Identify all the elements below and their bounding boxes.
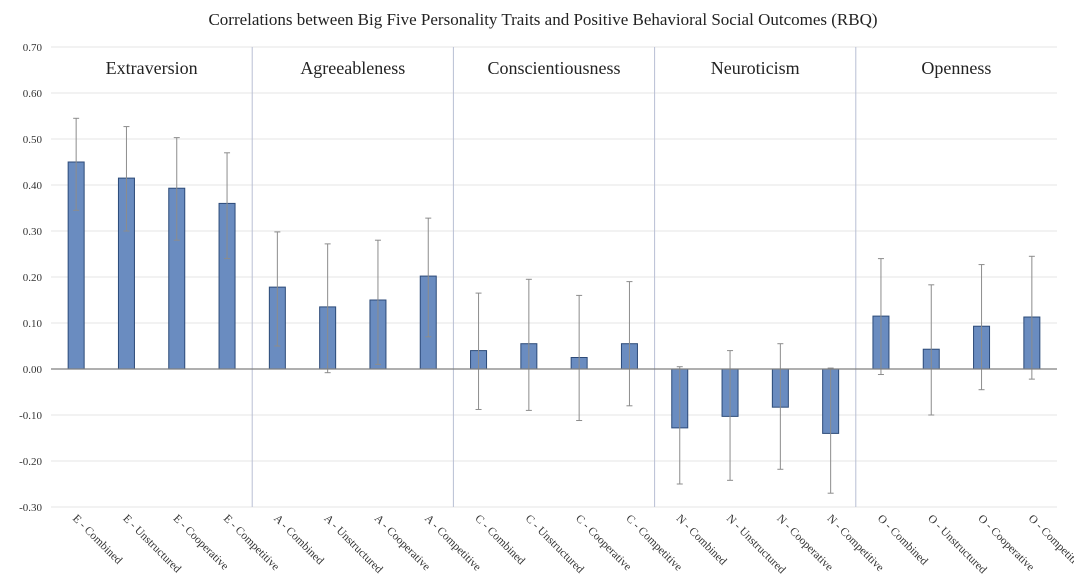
y-tick-label: 0.70 [23, 42, 43, 54]
x-tick-label: N - Combined [674, 513, 729, 568]
y-tick-label: 0.30 [23, 226, 43, 238]
error-bar [928, 284, 935, 416]
y-tick-label: 0.10 [23, 318, 43, 330]
y-tick-label: 0.60 [23, 88, 43, 100]
y-axis-ticks: 0.70 0.60 0.50 0.40 0.30 0.20 0.10 0.00 -0.10 -0.… [19, 42, 42, 514]
y-tick-label: 0.00 [23, 364, 43, 376]
error-bar [727, 350, 734, 481]
y-tick-label: 0.20 [23, 272, 43, 284]
error-bar [73, 117, 80, 211]
error-bar [777, 343, 784, 470]
error-bar [274, 231, 281, 347]
error-bar [626, 281, 633, 407]
x-tick-label: O - Combined [875, 513, 930, 568]
gridlines [51, 46, 1057, 508]
y-tick-label: 0.40 [23, 180, 43, 192]
error-bar [224, 152, 231, 260]
bars [67, 161, 1041, 434]
error-bar [324, 243, 331, 374]
error-bar [123, 126, 130, 232]
error-bar [425, 217, 432, 338]
error-bar [576, 294, 583, 422]
group-label: Agreeableness [300, 58, 405, 78]
y-tick-label: 0.50 [23, 134, 43, 146]
error-bar [1028, 255, 1035, 380]
error-bar [173, 137, 180, 241]
error-bars [73, 117, 1035, 494]
group-label: Conscientiousness [488, 58, 621, 78]
error-bar [475, 292, 482, 410]
error-bar [676, 366, 683, 485]
group-label: Openness [921, 58, 991, 78]
error-bar [877, 258, 884, 376]
x-tick-label: C - Combined [472, 513, 527, 568]
group-labels: Extraversion Agreeableness Conscientiousne… [106, 58, 992, 78]
group-label: Extraversion [106, 58, 198, 78]
y-tick-label: -0.10 [19, 410, 42, 422]
x-tick-label: A - Combined [271, 513, 326, 568]
x-tick-label: E - Combined [70, 513, 124, 567]
y-tick-label: -0.20 [19, 456, 42, 468]
group-label: Neuroticism [711, 58, 800, 78]
group-separators [251, 47, 857, 507]
error-bar [374, 239, 381, 365]
error-bar [827, 367, 834, 494]
chart-title: Correlations between Big Five Personalit… [208, 10, 877, 29]
y-tick-label: -0.30 [19, 502, 42, 514]
error-bar [525, 278, 532, 411]
